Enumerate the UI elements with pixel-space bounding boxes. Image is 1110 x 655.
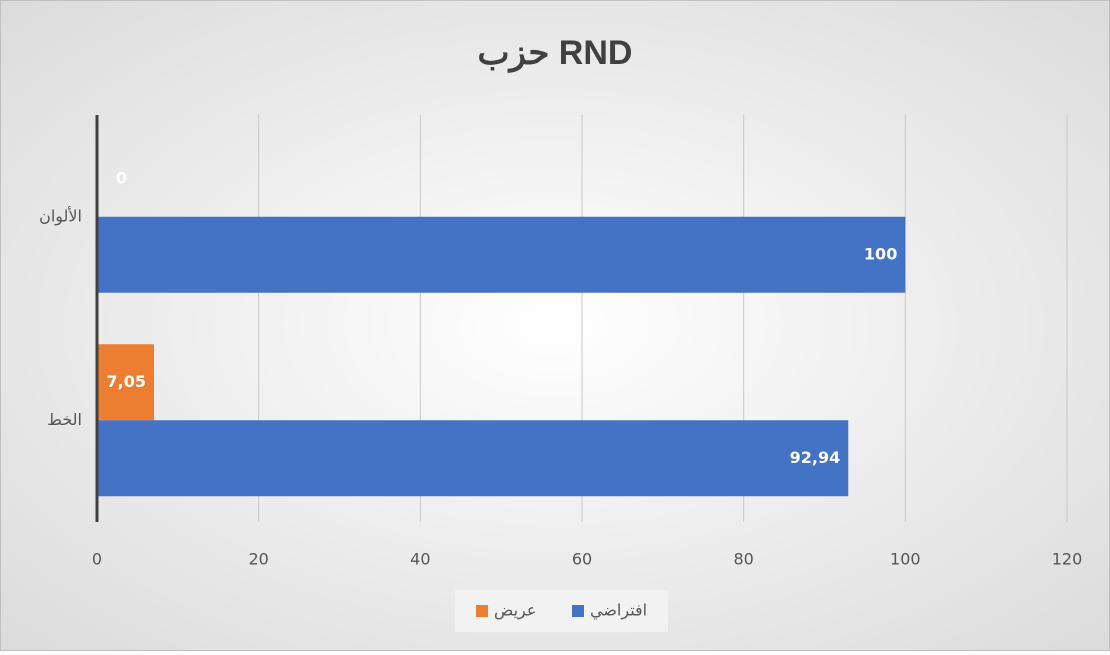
- legend-label: افتراضي: [590, 601, 647, 621]
- data-label: 7,05: [107, 372, 146, 391]
- legend-swatch: [476, 605, 488, 617]
- chart-title: حزب RND: [478, 34, 633, 73]
- y-tick-label: الخط: [47, 410, 82, 429]
- data-label: 100: [864, 244, 897, 263]
- data-label: 92,94: [790, 448, 841, 467]
- data-label: 0: [116, 168, 127, 187]
- x-tick-label: 20: [248, 550, 268, 569]
- bar: [97, 216, 906, 293]
- y-tick-label: الألوان: [39, 205, 82, 226]
- legend-box: [455, 590, 668, 632]
- bar: [97, 344, 154, 421]
- bar: [97, 420, 849, 497]
- x-tick-label: 120: [1052, 550, 1083, 569]
- x-tick-label: 60: [572, 550, 592, 569]
- legend-swatch: [572, 605, 584, 617]
- x-tick-label: 100: [890, 550, 921, 569]
- x-tick-label: 0: [92, 550, 102, 569]
- legend-label: عريض: [494, 601, 536, 621]
- x-tick-label: 40: [410, 550, 430, 569]
- x-tick-label: 80: [733, 550, 753, 569]
